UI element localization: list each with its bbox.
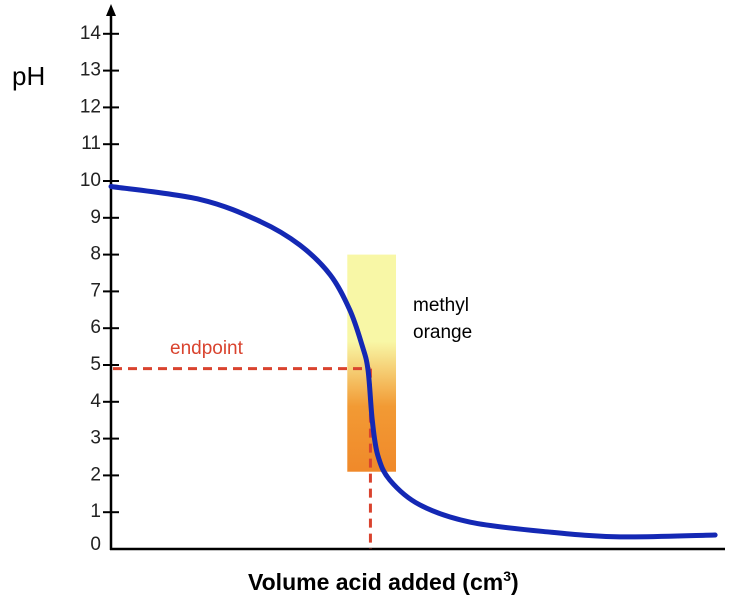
y-tick-label: 2 xyxy=(90,464,101,485)
y-tick-label: 5 xyxy=(90,354,101,375)
y-tick-label: 1 xyxy=(90,501,101,522)
y-tick-label: 6 xyxy=(90,317,101,338)
y-axis-arrow-icon xyxy=(106,4,116,16)
y-tick-label: 7 xyxy=(90,280,101,301)
y-tick-label: 10 xyxy=(80,170,101,191)
y-tick-label: 14 xyxy=(80,23,102,44)
y-tick-label: 13 xyxy=(80,60,101,81)
y-tick-label: 9 xyxy=(90,207,101,228)
y-axis-label: pH xyxy=(12,61,45,91)
y-tick-label: 0 xyxy=(90,534,101,555)
indicator-label-line1: methyl xyxy=(413,295,469,316)
x-axis-label: Volume acid added (cm3) xyxy=(248,568,519,595)
indicator-label-line2: orange xyxy=(413,322,472,343)
y-tick-label: 11 xyxy=(81,133,101,154)
y-tick-label: 12 xyxy=(80,96,101,117)
y-tick-label: 4 xyxy=(90,391,101,412)
methyl-orange-band xyxy=(347,254,397,472)
titration-curve xyxy=(108,184,718,540)
y-tick-label: 3 xyxy=(90,428,101,449)
y-tick-label: 8 xyxy=(90,244,101,265)
endpoint-label: endpoint xyxy=(170,338,244,359)
